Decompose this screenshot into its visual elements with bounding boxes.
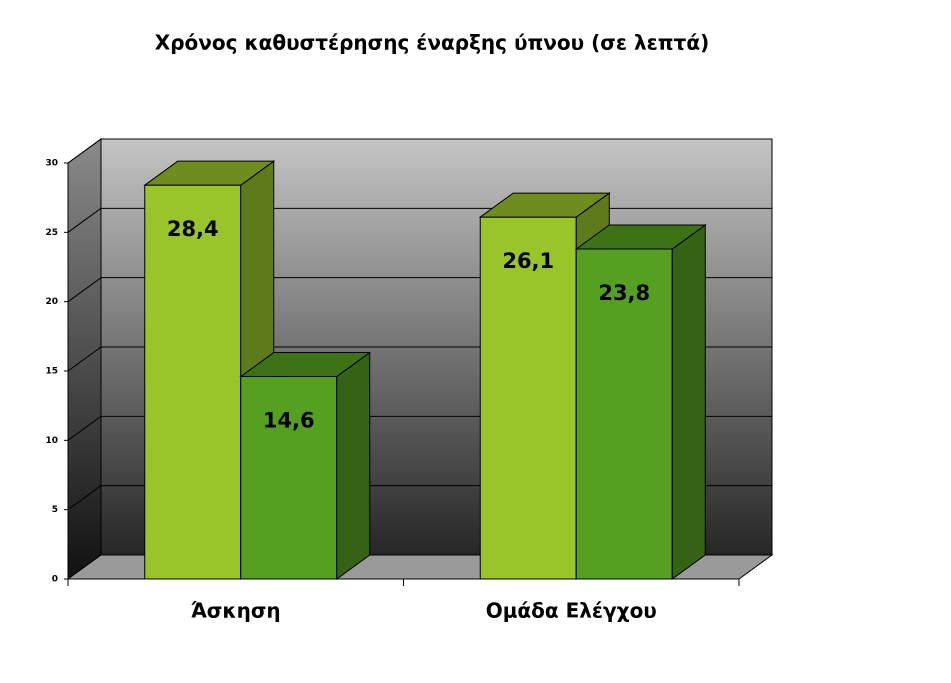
- grid-line: [67, 346, 102, 372]
- bar-front: [240, 376, 338, 580]
- y-tick-label: 0: [52, 575, 58, 585]
- y-tick-label: 15: [45, 367, 58, 377]
- bar-top: [478, 192, 611, 218]
- grid-line: [67, 277, 102, 303]
- grid-line: [67, 207, 102, 233]
- value-label: 28,4: [167, 217, 219, 241]
- x-tick-label: Ομάδα Ελέγχου: [486, 599, 657, 623]
- grid-line: [67, 138, 102, 164]
- bar-front: [144, 184, 242, 580]
- bar-top: [143, 160, 276, 186]
- y-tick-label: 20: [45, 297, 58, 307]
- grid-line: [67, 485, 102, 511]
- value-label: 26,1: [502, 249, 554, 273]
- grid-line: [67, 415, 102, 441]
- y-tick-label: 10: [45, 436, 58, 446]
- bar-side: [671, 223, 706, 580]
- bar-side: [336, 351, 371, 580]
- x-tick-label: Άσκηση: [191, 599, 281, 623]
- bar-top: [574, 224, 707, 250]
- chart-title: Χρόνος καθυστέρησης έναρξης ύπνου (σε λε…: [155, 31, 709, 55]
- bar-top: [239, 352, 372, 378]
- y-tick-label: 30: [45, 159, 58, 169]
- value-label: 23,8: [598, 281, 650, 305]
- y-tick-label: 5: [52, 505, 58, 515]
- value-label: 14,6: [263, 409, 315, 433]
- y-tick-label: 25: [45, 228, 58, 238]
